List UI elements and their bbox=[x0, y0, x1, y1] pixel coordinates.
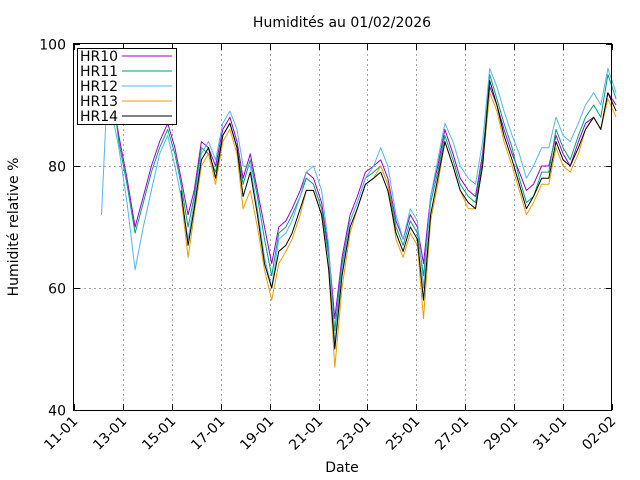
legend-label: HR10 bbox=[80, 49, 118, 65]
y-tick-label: 60 bbox=[48, 282, 66, 298]
chart-title: Humidités au 01/02/2026 bbox=[253, 15, 431, 31]
x-tick-label: 19-01 bbox=[237, 414, 277, 454]
series-line-hr12 bbox=[101, 67, 617, 344]
series-line-hr11 bbox=[106, 68, 617, 332]
series-line-hr13 bbox=[180, 92, 617, 368]
x-axis-label: Date bbox=[325, 460, 358, 476]
y-axis: 40 60 80 100 bbox=[39, 38, 612, 420]
plot-frame bbox=[73, 43, 612, 411]
x-tick-label: 29-01 bbox=[481, 414, 521, 454]
x-tick-label: 25-01 bbox=[383, 414, 423, 454]
x-tick-label: 31-01 bbox=[530, 414, 570, 454]
x-tick-label: 21-01 bbox=[286, 414, 326, 454]
y-tick-label: 100 bbox=[39, 38, 66, 54]
x-tick-label: 17-01 bbox=[188, 414, 228, 454]
x-tick-label: 23-01 bbox=[334, 414, 374, 454]
legend-label: HR14 bbox=[80, 109, 118, 125]
x-tick-label: 13-01 bbox=[90, 414, 130, 454]
series-line-hr10 bbox=[106, 74, 617, 319]
legend-label: HR11 bbox=[80, 64, 118, 80]
y-tick-label: 40 bbox=[48, 404, 66, 420]
grid-lines bbox=[74, 44, 612, 410]
series-lines bbox=[101, 67, 617, 368]
legend-label: HR13 bbox=[80, 94, 118, 110]
x-tick-label: 11-01 bbox=[41, 414, 81, 454]
series-line-hr14 bbox=[180, 80, 617, 350]
x-tick-label: 27-01 bbox=[432, 414, 472, 454]
x-tick-label: 15-01 bbox=[139, 414, 179, 454]
legend-label: HR12 bbox=[80, 79, 118, 95]
y-axis-label: Humidité relative % bbox=[6, 158, 22, 297]
y-tick-label: 80 bbox=[48, 160, 66, 176]
x-tick-label: 02-02 bbox=[579, 414, 619, 454]
